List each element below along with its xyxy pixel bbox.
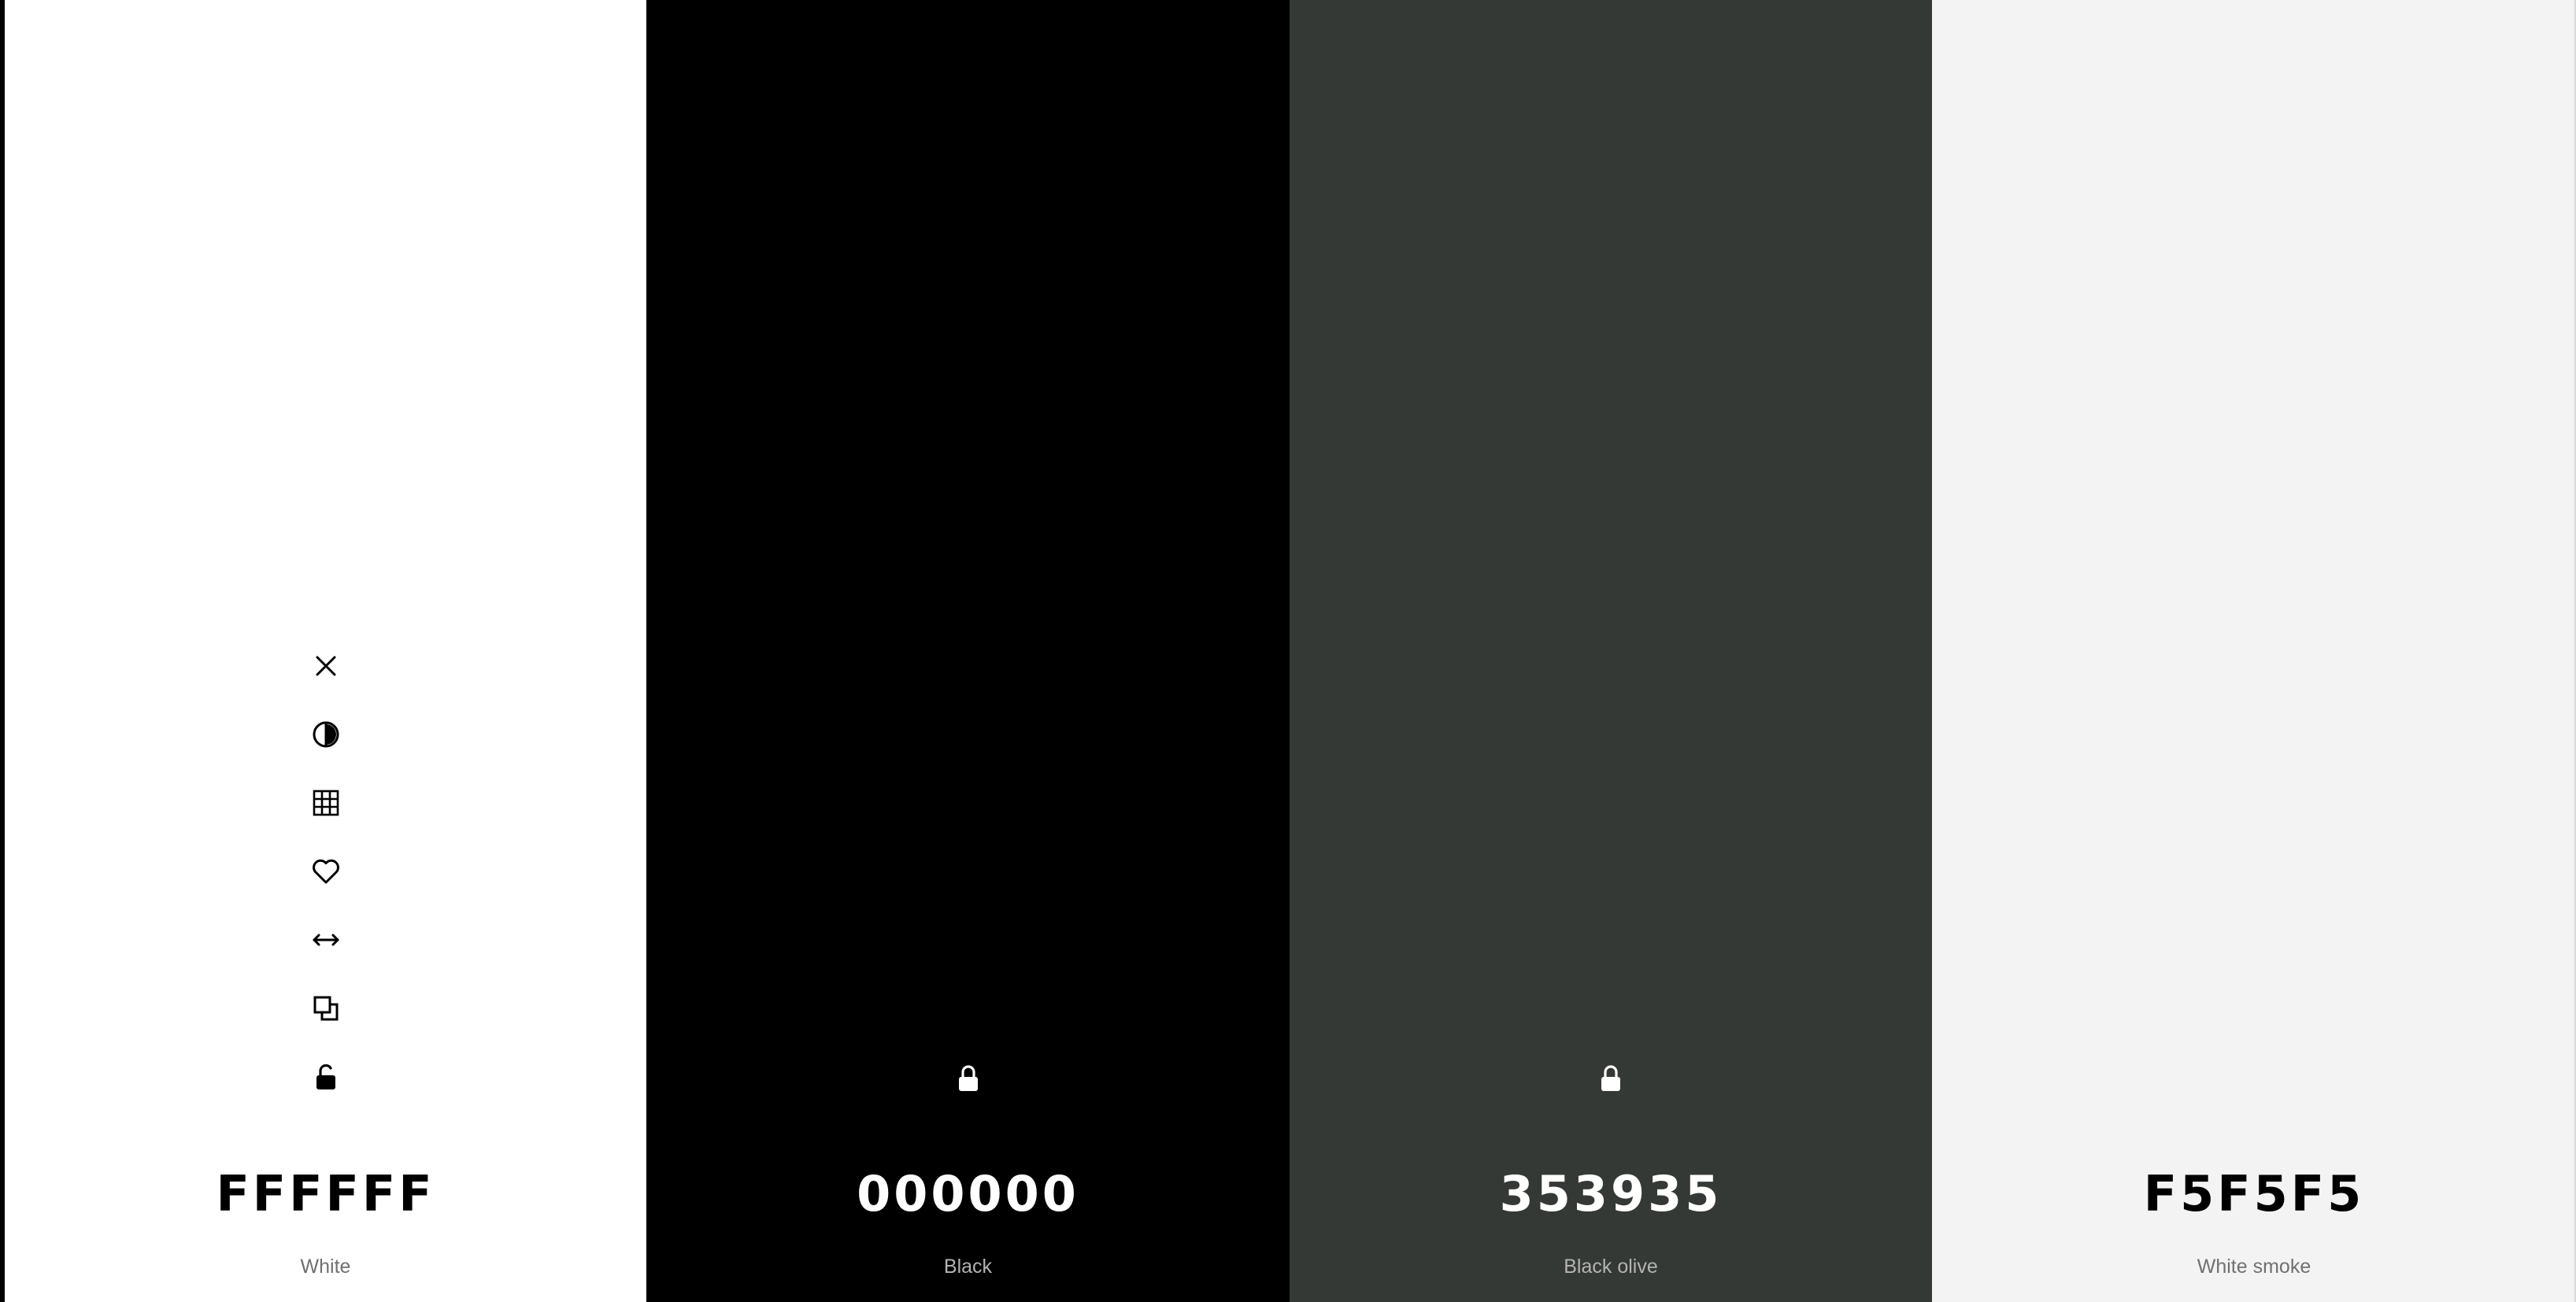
swatch-white-smoke[interactable]: F5F5F5 White smoke bbox=[1932, 0, 2576, 1302]
toggle-lock-button[interactable] bbox=[948, 1058, 989, 1099]
lock-icon bbox=[1601, 1065, 1620, 1091]
lock-icon bbox=[958, 1065, 978, 1091]
copy-hex-button[interactable] bbox=[305, 988, 346, 1029]
drag-button[interactable] bbox=[305, 919, 346, 960]
close-icon bbox=[316, 656, 335, 676]
swatch-black[interactable]: 000000 Black bbox=[646, 0, 1290, 1302]
color-name[interactable]: White smoke bbox=[2197, 1256, 2311, 1278]
grid-icon bbox=[313, 790, 339, 816]
swatch-white[interactable]: FFFFFF White bbox=[5, 0, 646, 1302]
drag-arrows-icon bbox=[313, 934, 339, 946]
view-shades-button[interactable] bbox=[305, 714, 346, 755]
view-grid-button[interactable] bbox=[305, 782, 346, 823]
save-color-button[interactable] bbox=[305, 851, 346, 892]
toggle-lock-button[interactable] bbox=[305, 1056, 346, 1097]
color-name[interactable]: Black olive bbox=[1564, 1256, 1658, 1278]
heart-icon bbox=[312, 859, 339, 884]
swatch-toolbar bbox=[305, 645, 346, 1097]
swatch-black-olive[interactable]: 353935 Black olive bbox=[1290, 0, 1932, 1302]
unlocked-icon bbox=[316, 1063, 335, 1089]
hex-code[interactable]: FFFFFF bbox=[216, 1165, 435, 1222]
hex-code[interactable]: 353935 bbox=[1499, 1165, 1723, 1222]
color-name[interactable]: White bbox=[300, 1256, 351, 1278]
remove-color-button[interactable] bbox=[305, 645, 346, 686]
toggle-lock-button[interactable] bbox=[1590, 1058, 1631, 1099]
hex-code[interactable]: F5F5F5 bbox=[2143, 1165, 2365, 1222]
contrast-icon bbox=[313, 721, 339, 748]
hex-code[interactable]: 000000 bbox=[857, 1165, 1079, 1222]
copy-icon bbox=[313, 996, 338, 1021]
color-palette: FFFFFF White 000000 Black 353935 Black o… bbox=[5, 0, 2576, 1302]
color-name[interactable]: Black bbox=[943, 1256, 993, 1278]
